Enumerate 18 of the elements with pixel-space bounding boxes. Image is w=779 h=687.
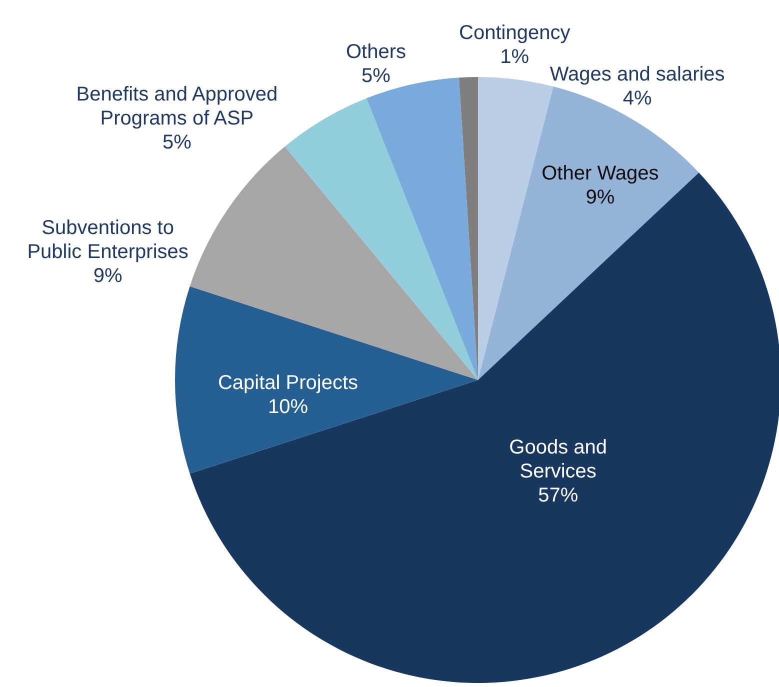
data-label: 9% [93, 264, 122, 287]
slice-label: Contingency [459, 22, 570, 44]
data-label: 9% [586, 186, 615, 208]
slice-label: Other Wages [542, 162, 659, 184]
slice-label: Goods and Services [509, 436, 608, 482]
slice-label: Capital Projects [218, 372, 358, 394]
data-label: 1% [500, 46, 530, 68]
slice-label: Subventions to Public Enterprises [27, 216, 188, 263]
data-label: 4% [622, 88, 652, 110]
data-label: 5% [162, 131, 192, 154]
slice-label: Others [346, 40, 406, 63]
pie-slice [176, 286, 478, 474]
data-label: 10% [268, 396, 308, 418]
data-label: 5% [362, 64, 391, 87]
data-label: 57% [538, 484, 578, 506]
slice-label: Benefits and Approved Programs of ASP [76, 83, 278, 130]
slice-label: Wages and salaries [550, 64, 725, 86]
pie-slice [478, 86, 699, 380]
